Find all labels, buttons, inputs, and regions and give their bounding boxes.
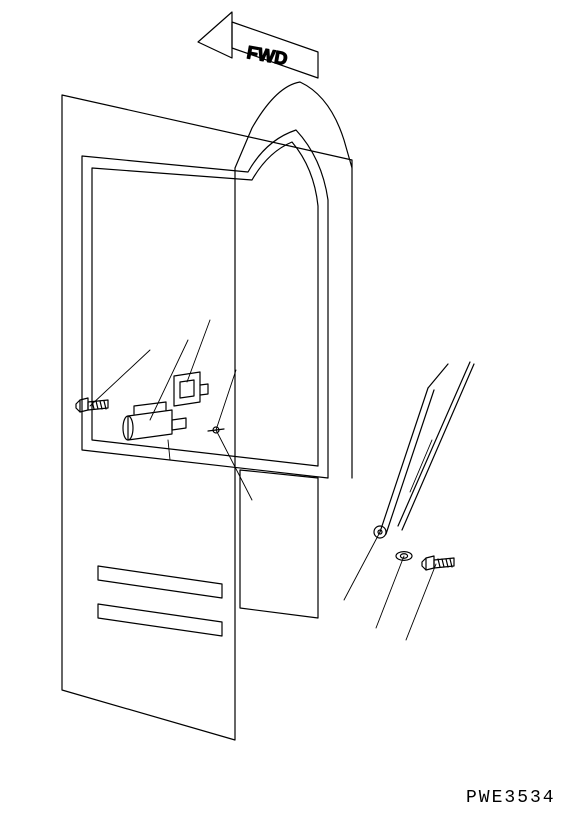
diagram-svg: FWD <box>0 0 573 821</box>
diagram-canvas: FWD PWE3534 <box>0 0 573 821</box>
cab-outline <box>62 82 352 740</box>
bolt-icon <box>422 556 454 570</box>
fwd-arrow: FWD <box>198 12 318 78</box>
leader-lines <box>90 320 436 640</box>
parts-group <box>76 362 474 570</box>
fwd-arrow-label: FWD <box>245 42 289 69</box>
drawing-id-label: PWE3534 <box>466 788 556 808</box>
